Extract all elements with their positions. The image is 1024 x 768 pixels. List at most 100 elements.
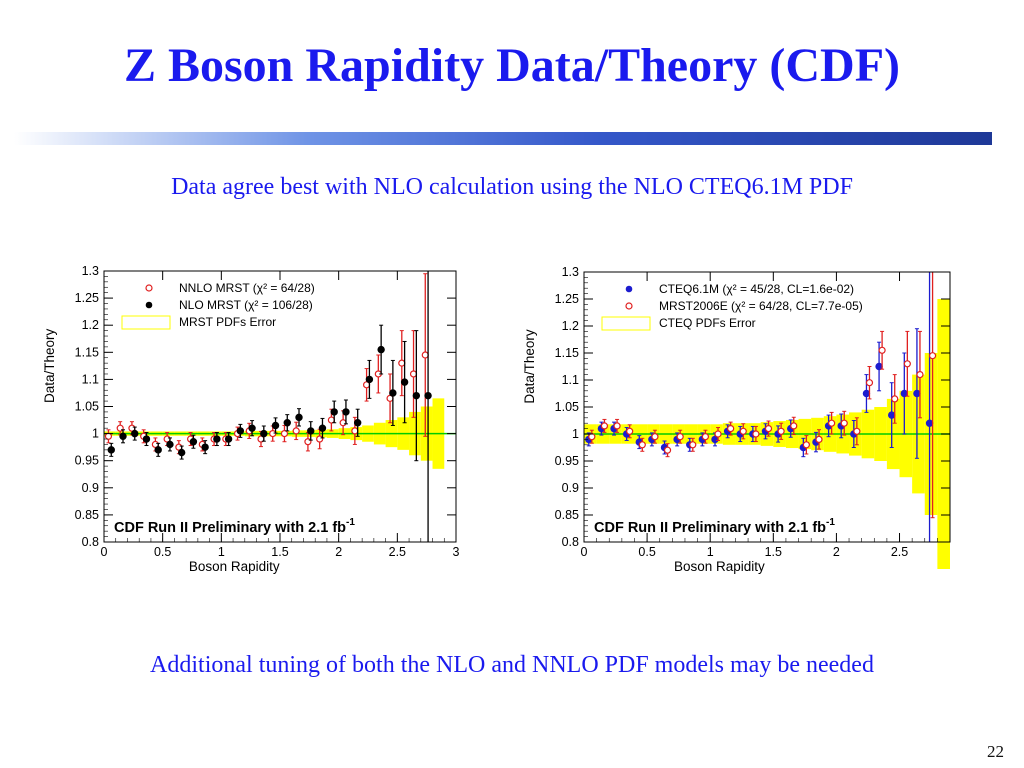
y-tick-label: 0.8 [562, 535, 579, 549]
y-tick-label: 0.9 [82, 481, 99, 495]
data-point-open [409, 370, 418, 378]
data-point-filled [189, 438, 198, 446]
data-point-filled [307, 427, 315, 435]
data-point-open [701, 433, 710, 441]
y-tick-label: 1.05 [75, 400, 99, 414]
data-point-open [802, 441, 810, 449]
data-point-filled [142, 435, 151, 443]
data-point-open [600, 422, 609, 430]
data-point-open [727, 425, 735, 433]
chart-right: 0.8 0.85 0.9 0.95 1 1.05 1.1 1.15 1.2 1.25 1.3 0 0.5… [512, 262, 962, 584]
x-axis-label: Boson Rapidity [189, 559, 280, 574]
x-tick-label: 0 [101, 545, 108, 559]
data-point-open [790, 422, 798, 430]
page-number: 22 [987, 742, 1004, 761]
data-point-filled [283, 419, 291, 427]
x-tick-label: 2.5 [389, 545, 406, 559]
data-point-open [663, 446, 672, 454]
y-tick-label: 0.95 [555, 454, 579, 468]
data-point-filled [177, 448, 186, 457]
y-axis-label: Data/Theory [42, 328, 57, 403]
legend-marker-band [601, 316, 651, 331]
data-point-filled [330, 408, 338, 416]
data-point-filled [424, 391, 432, 400]
data-point-open [916, 370, 924, 379]
legend-marker-band [121, 315, 171, 330]
data-point-filled [107, 446, 115, 454]
data-point-open [398, 359, 406, 367]
data-point-open [777, 427, 785, 435]
data-point-filled [248, 424, 256, 432]
y-tick-label: 1 [92, 427, 99, 441]
legend-label: NNLO MRST (χ² = 64/28) [179, 281, 315, 295]
legend-label: MRST2006E (χ² = 64/28, CL=7.7e-05) [659, 299, 863, 313]
y-tick-label: 1 [572, 427, 579, 441]
legend-marker-open [625, 302, 633, 310]
data-point-filled [166, 440, 174, 449]
data-point-filled [271, 421, 280, 430]
y-tick-label: 1.1 [82, 372, 99, 386]
data-point-filled [887, 411, 896, 419]
data-point-filled [131, 429, 139, 438]
x-tick-label: 2.5 [891, 545, 908, 559]
y-tick-label: 0.85 [555, 508, 579, 522]
data-point-open [104, 432, 113, 440]
y-tick-label: 1.25 [75, 291, 99, 305]
data-point-filled [295, 413, 303, 422]
x-tick-label: 2 [335, 545, 342, 559]
title-rule [14, 132, 992, 145]
data-point-filled [213, 435, 221, 443]
data-point-filled [119, 432, 127, 441]
data-point-open [714, 430, 722, 438]
legend-marker-open [145, 284, 153, 292]
data-point-filled [400, 378, 409, 386]
data-point-open [327, 416, 335, 424]
data-point-open [339, 419, 347, 427]
y-tick-label: 0.85 [75, 508, 99, 522]
x-tick-label: 1.5 [765, 545, 782, 559]
x-tick-label: 2 [833, 545, 840, 559]
x-axis-label: Boson Rapidity [674, 559, 765, 574]
data-point-filled [862, 389, 871, 398]
data-point-open [613, 422, 621, 430]
data-point-filled [925, 419, 934, 427]
data-point-filled [412, 391, 421, 400]
slide-footer-text: Additional tuning of both the NLO and NN… [150, 652, 874, 678]
x-tick-label: 1 [707, 545, 714, 559]
legend-marker-filled [145, 301, 153, 309]
data-point-open [626, 427, 634, 435]
y-tick-label: 0.95 [75, 454, 99, 468]
data-point-filled [236, 427, 245, 435]
data-point-open [903, 360, 911, 368]
x-tick-label: 0.5 [638, 545, 655, 559]
legend-marker-filled [625, 285, 633, 293]
x-tick-label: 3 [453, 545, 460, 559]
chart-annotation: CDF Run II Preliminary with 2.1 fb-1 [114, 517, 355, 536]
data-point-filled [224, 435, 233, 443]
data-point-open [878, 346, 886, 354]
data-point-filled [365, 375, 374, 384]
x-tick-label: 0.5 [154, 545, 171, 559]
data-point-open [638, 441, 646, 449]
data-point-open [815, 435, 823, 443]
y-tick-label: 1.05 [555, 400, 579, 414]
y-axis-label: Data/Theory [522, 329, 537, 404]
y-tick-label: 1.25 [555, 292, 579, 306]
y-tick-label: 0.9 [562, 481, 579, 495]
data-point-filled [201, 443, 209, 451]
y-tick-label: 1.1 [562, 373, 579, 387]
data-point-filled [318, 424, 327, 432]
data-point-open [764, 425, 773, 433]
legend-label: MRST PDFs Error [179, 315, 276, 329]
data-point-filled [353, 419, 362, 427]
y-tick-label: 1.2 [82, 318, 99, 332]
slide-subtitle: Data agree best with NLO calculation usi… [171, 174, 853, 200]
chart-annotation: CDF Run II Preliminary with 2.1 fb-1 [594, 517, 835, 536]
data-point-open [840, 419, 848, 427]
y-tick-label: 1.15 [75, 345, 99, 359]
x-tick-label: 0 [581, 545, 588, 559]
chart-annotation-sup: -1 [826, 517, 835, 528]
data-point-filled [260, 429, 268, 438]
data-point-filled [389, 389, 397, 397]
x-tick-label: 1.5 [271, 545, 288, 559]
